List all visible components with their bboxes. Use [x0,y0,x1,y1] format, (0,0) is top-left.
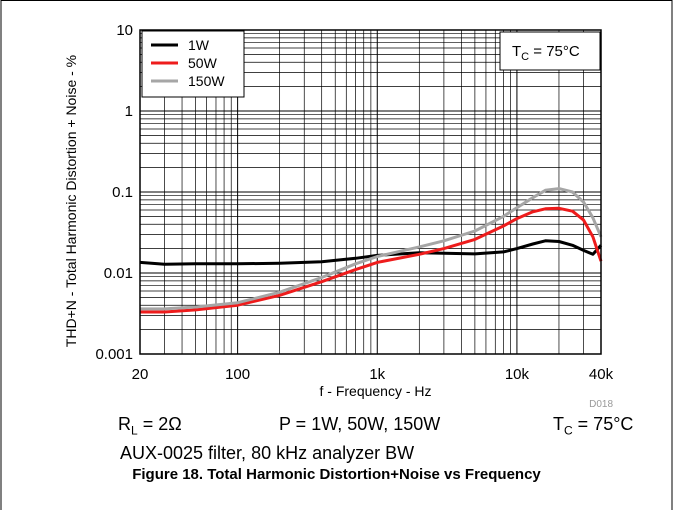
plot-area: 20 100 1k 10k 40k 0.001 0.01 0.1 1 10 f - Frequenc… [63,22,614,410]
series-line-50w [140,206,603,314]
annotation-text: TC = 75°C [512,43,580,63]
series-line-150w [140,187,603,311]
y-tick-label: 0.01 [104,265,133,282]
load-condition: RL = 2Ω [118,414,182,438]
temperature-annotation: TC = 75°C [499,31,601,71]
x-tick-label: 20 [132,366,149,383]
annotation-box [499,31,601,71]
x-axis-title: f - Frequency - Hz [319,383,431,399]
y-axis-title: THD+N - Total Harmonic Distortion + Nois… [63,55,79,347]
tc-symbol: T [553,414,564,434]
plot-frame [139,29,602,355]
x-tick-label: 10k [505,366,530,383]
filter-condition: AUX-0025 filter, 80 kHz analyzer BW [120,443,415,463]
x-tick-label: 1k [369,366,385,383]
figure-caption: Figure 18. Total Harmonic Distortion+Noi… [132,466,541,483]
tc-subscript: C [564,423,573,438]
legend-label: 1W [188,37,210,53]
x-tick-label: 40k [589,366,614,383]
tc-value: = 75°C [572,414,634,434]
rl-subscript: L [131,423,138,438]
y-tick-label: 1 [125,103,133,120]
case-temperature-condition: TC = 75°C [553,414,633,438]
rl-symbol: R [118,414,131,434]
power-condition: P = 1W, 50W, 150W [279,414,441,434]
figure-id: D018 [589,399,613,410]
y-tick-label: 10 [116,22,133,39]
legend: 1W 50W 150W [141,30,245,98]
series-line-1w [139,239,603,266]
legend-label: 50W [188,55,218,71]
x-tick-label: 100 [225,366,250,383]
y-tick-label: 0.1 [112,184,133,201]
legend-label: 150W [188,73,225,89]
y-tick-label: 0.001 [95,346,133,363]
rl-value: = 2Ω [137,414,182,434]
